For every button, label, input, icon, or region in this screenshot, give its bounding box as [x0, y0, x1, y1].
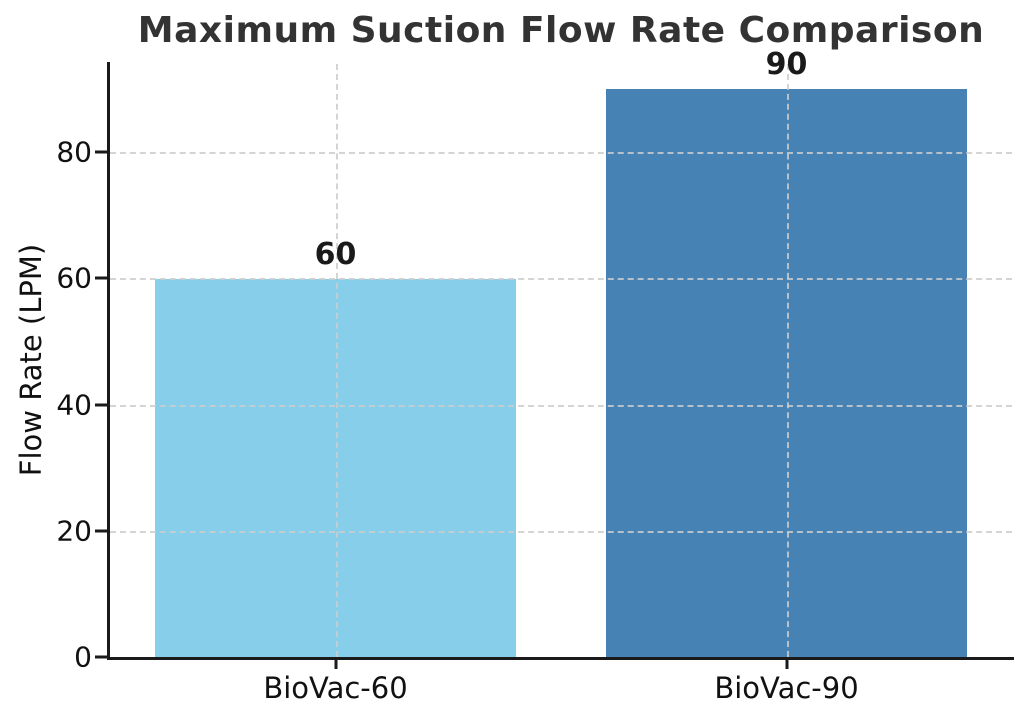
y-axis-spine: [107, 62, 110, 660]
x-axis-spine: [107, 657, 1014, 660]
x-tick-label-biovac-90: BioVac-90: [714, 671, 859, 705]
bar-biovac-90: [606, 89, 967, 657]
y-tick-mark-40: [95, 403, 110, 407]
y-tick-label-40: 40: [56, 388, 92, 422]
x-tick-mark-biovac-90: [785, 657, 788, 669]
bar-value-label-biovac-90: 90: [765, 47, 808, 83]
y-tick-mark-60: [95, 276, 110, 280]
y-tick-label-20: 20: [56, 514, 92, 548]
y-tick-mark-80: [95, 150, 110, 154]
x-tick-label-biovac-60: BioVac-60: [263, 671, 408, 705]
h-gridline-40: [110, 404, 1012, 407]
h-gridline-80: [110, 152, 1012, 155]
h-gridline-60: [110, 278, 1012, 281]
v-gridline-biovac-60: [335, 64, 338, 657]
y-tick-label-60: 60: [56, 261, 92, 295]
y-tick-mark-0: [95, 655, 110, 659]
y-tick-mark-20: [95, 529, 110, 533]
h-gridline-20: [110, 530, 1012, 533]
x-tick-mark-biovac-60: [334, 657, 337, 669]
chart-title: Maximum Suction Flow Rate Comparison: [137, 10, 985, 51]
y-tick-label-80: 80: [56, 135, 92, 169]
bar-biovac-60: [155, 278, 516, 657]
y-tick-label-0: 0: [74, 640, 92, 674]
bar-value-label-biovac-60: 60: [314, 236, 357, 272]
v-gridline-biovac-90: [786, 64, 789, 657]
plot-area: 0 20 40 60 80 60 BioVac-60 90 BioVac-90: [56, 47, 1012, 705]
